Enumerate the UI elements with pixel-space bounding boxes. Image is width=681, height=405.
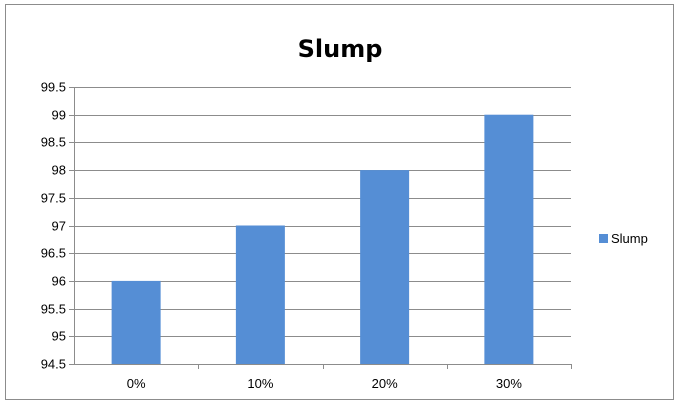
slump-chart: Slump 94.5 95 95.5 96 96.5 97 97.5 98 98.5 99 99.5… [6, 5, 675, 401]
y-tick-label: 99.5 [41, 80, 66, 95]
x-tick-labels: 0% 10% 20% 30% [127, 376, 523, 391]
y-tick-label: 96 [52, 274, 66, 289]
bar [360, 170, 409, 364]
y-tick-label: 96.5 [41, 246, 66, 261]
y-tick-labels: 94.5 95 95.5 96 96.5 97 97.5 98 98.5 99 99.5 [41, 80, 66, 372]
legend-label: Slump [611, 231, 648, 246]
y-tick-label: 98.5 [41, 135, 66, 150]
legend-swatch [599, 234, 608, 243]
bar [484, 115, 533, 364]
y-tick-label: 99 [52, 108, 66, 123]
x-tick-label: 0% [127, 376, 146, 391]
x-tick-label: 20% [372, 376, 398, 391]
y-tick-label: 95 [52, 329, 66, 344]
legend: Slump [599, 231, 648, 246]
y-tick-label: 95.5 [41, 302, 66, 317]
x-tick-label: 10% [247, 376, 273, 391]
bar [112, 281, 161, 364]
chart-frame: Slump 94.5 95 95.5 96 96.5 97 97.5 98 98.5 99 99.5… [5, 4, 674, 400]
y-tick-label: 94.5 [41, 357, 66, 372]
y-tick-label: 98 [52, 163, 66, 178]
y-tick-label: 97 [52, 219, 66, 234]
x-tick-label: 30% [496, 376, 522, 391]
chart-title: Slump [298, 35, 383, 63]
bar [236, 226, 285, 365]
bars [112, 115, 534, 364]
y-tick-label: 97.5 [41, 191, 66, 206]
